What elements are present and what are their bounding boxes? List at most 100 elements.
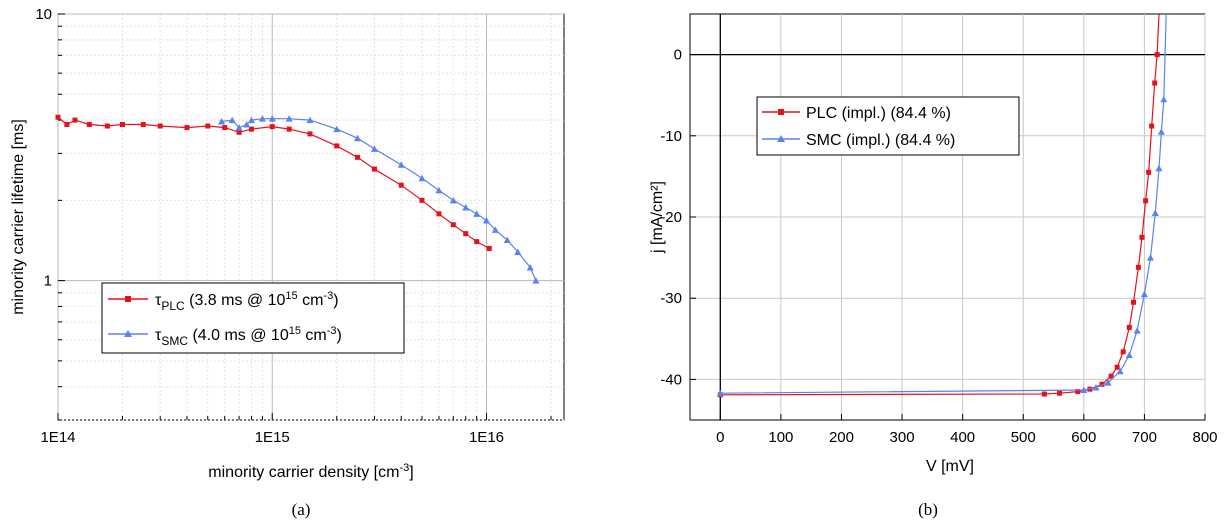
data-point xyxy=(1114,364,1120,370)
data-point-smc xyxy=(526,263,534,271)
jv-series-1 xyxy=(716,14,1168,397)
data-point-plc xyxy=(205,123,211,129)
data-point-smc xyxy=(370,145,378,152)
legend-entry-smc: τSMC (4.0 ms @ 1015 cm-3) xyxy=(108,325,342,348)
x-tick-label: 0 xyxy=(716,429,724,446)
x-tick-label: 800 xyxy=(1192,429,1217,446)
lifetime-series xyxy=(55,114,540,284)
data-point-plc xyxy=(450,222,456,228)
data-point-smc xyxy=(243,121,251,128)
data-point xyxy=(1057,390,1063,396)
svg-text:τSMC (4.0 ms @ 1015 cm-3): τSMC (4.0 ms @ 1015 cm-3) xyxy=(155,325,342,348)
data-point xyxy=(1133,327,1141,334)
x-tick-label: 500 xyxy=(1011,429,1036,446)
legend-entry-plc: τPLC (3.8 ms @ 1015 cm-3) xyxy=(108,290,339,313)
legend-entry-plc-impl: PLC (impl.) (84.4 %) xyxy=(762,105,951,122)
data-point-plc xyxy=(236,129,242,135)
data-point-plc xyxy=(86,122,92,128)
data-point-plc xyxy=(269,124,275,130)
lifetime-chart: 1E14 1E15 1E16 1 10 minority carrier density… xyxy=(10,6,565,519)
data-point-plc xyxy=(157,123,163,129)
data-point-smc xyxy=(418,174,426,182)
lifetime-grid xyxy=(57,13,564,421)
data-point-plc xyxy=(436,211,442,217)
data-point xyxy=(716,389,724,397)
svg-text:PLC (impl.) (84.4 %): PLC (impl.) (84.4 %) xyxy=(806,105,951,122)
data-point xyxy=(1140,290,1148,298)
x-tick-label: 400 xyxy=(950,429,975,446)
lifetime-x-axis-label: minority carrier density [cm-3] xyxy=(208,462,413,481)
data-point xyxy=(1099,381,1105,387)
data-point xyxy=(1116,367,1124,375)
y-tick-label: 1 xyxy=(44,273,52,290)
jv-x-axis-label: V [mV] xyxy=(926,458,974,475)
data-point-smc xyxy=(258,115,266,122)
y-tick-label: -20 xyxy=(660,209,682,226)
data-point xyxy=(1143,198,1149,204)
data-point-smc xyxy=(268,115,276,122)
data-point-smc xyxy=(449,196,457,204)
data-point-smc xyxy=(462,204,470,211)
x-tick-label: 100 xyxy=(768,429,793,446)
y-tick-label: -10 xyxy=(660,128,682,145)
data-point xyxy=(1120,349,1126,355)
caption-b: (b) xyxy=(918,500,938,519)
jv-legend: PLC (impl.) (84.4 %) SMC (impl.) (84.4 %… xyxy=(756,96,1020,156)
jv-series-0 xyxy=(717,14,1160,398)
data-point-smc xyxy=(235,124,243,131)
data-point xyxy=(1075,389,1081,395)
x-tick-label: 1E15 xyxy=(255,429,290,446)
y-tick-label: -40 xyxy=(660,371,682,388)
data-point-plc xyxy=(222,125,228,131)
data-point-smc xyxy=(218,118,226,125)
series-line xyxy=(720,14,1167,394)
data-point-plc xyxy=(371,166,377,172)
data-point-plc xyxy=(307,131,313,137)
data-point-plc xyxy=(72,117,78,123)
data-point xyxy=(1108,373,1114,379)
lifetime-ticks: 1E14 1E15 1E16 1 10 xyxy=(35,6,552,446)
x-tick-label: 600 xyxy=(1071,429,1096,446)
data-point-plc xyxy=(248,126,254,132)
data-point xyxy=(1157,128,1165,135)
data-point xyxy=(1139,234,1145,240)
lifetime-legend-box xyxy=(101,282,405,354)
x-tick-label: 300 xyxy=(890,429,915,446)
data-point-smc xyxy=(247,116,255,124)
y-tick-label: 10 xyxy=(35,6,52,23)
lifetime-y-axis-label: minority carrier lifetime [ms] xyxy=(10,119,27,315)
data-point-smc xyxy=(354,134,362,142)
lifetime-plot-frame xyxy=(57,13,565,421)
x-tick-label: 200 xyxy=(829,429,854,446)
data-point xyxy=(1135,264,1141,270)
data-point-plc xyxy=(55,114,61,120)
data-point xyxy=(1155,164,1163,172)
data-point xyxy=(1125,351,1133,359)
data-point-smc xyxy=(514,248,522,256)
jv-ticks: 0 100 200 300 400 500 600 700 800 0 -10 -20 -30 -40 xyxy=(660,47,1217,446)
data-point-plc xyxy=(184,125,190,131)
data-point xyxy=(1160,95,1168,103)
lifetime-legend: τPLC (3.8 ms @ 1015 cm-3) τSMC (4.0 ms @… xyxy=(101,282,405,354)
data-point xyxy=(1080,386,1088,393)
data-point-smc xyxy=(532,277,540,284)
data-point-smc xyxy=(503,236,511,244)
data-point-plc xyxy=(355,154,361,160)
data-point xyxy=(1092,384,1100,391)
data-point xyxy=(1149,123,1155,129)
data-point-smc xyxy=(491,226,499,233)
data-point-plc xyxy=(104,123,110,129)
data-point xyxy=(1041,391,1047,397)
data-point xyxy=(1126,324,1132,330)
data-point-smc xyxy=(306,116,314,124)
data-point xyxy=(1104,379,1112,386)
data-point xyxy=(1146,169,1152,175)
data-point-smc xyxy=(228,116,236,124)
data-point-plc xyxy=(486,245,492,251)
data-point-plc xyxy=(334,143,340,149)
data-point xyxy=(1131,299,1137,305)
data-point-plc xyxy=(474,239,480,245)
series-line-plc xyxy=(57,116,490,250)
data-point-plc xyxy=(398,182,404,188)
data-point-smc xyxy=(397,161,405,168)
